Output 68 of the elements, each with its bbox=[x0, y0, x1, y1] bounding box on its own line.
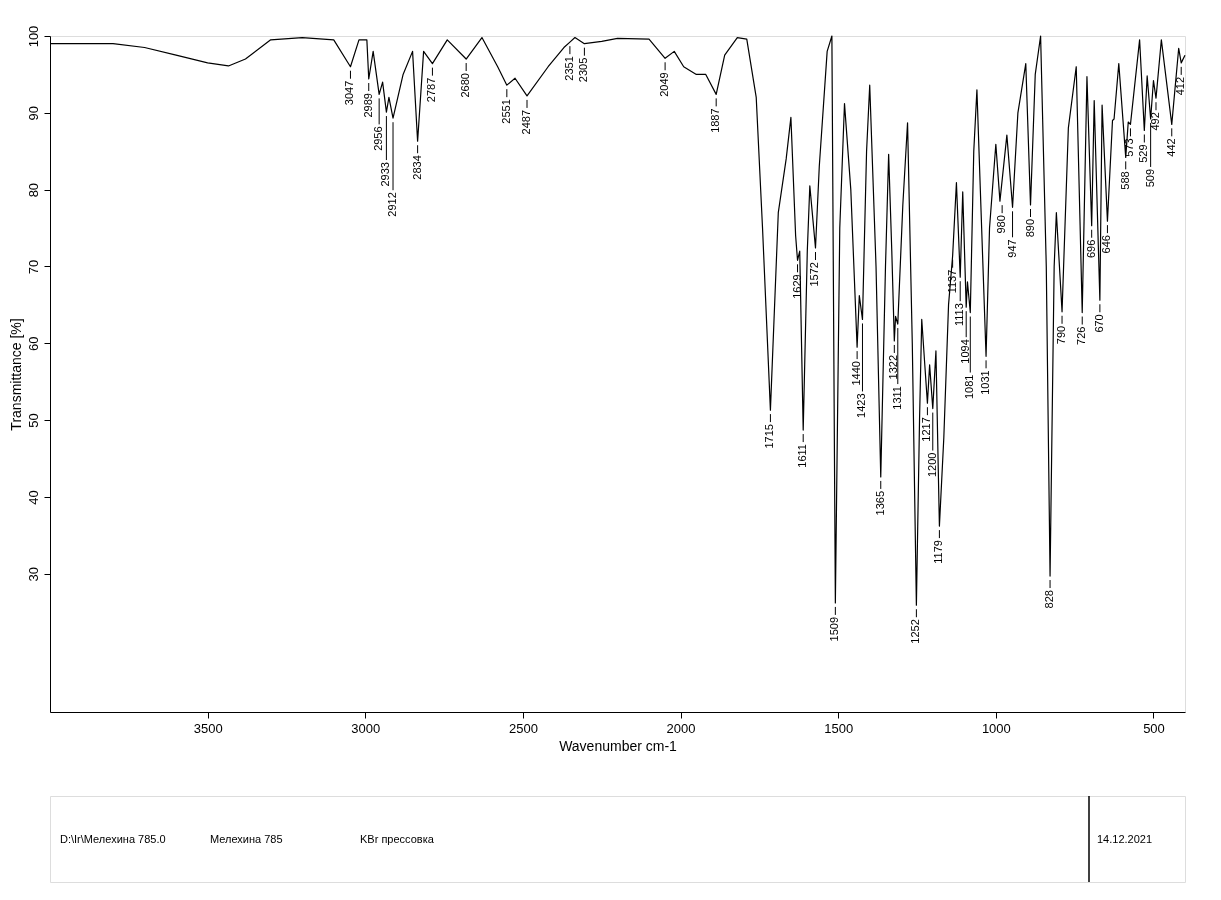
x-tick-label: 2000 bbox=[666, 720, 696, 736]
y-tick-label: 90 bbox=[25, 106, 41, 121]
annotation: 790 bbox=[1055, 325, 1068, 345]
y-axis-title: Transmittance [%] bbox=[7, 318, 24, 431]
x-tick-label: 2500 bbox=[508, 720, 538, 736]
annotation: 1887 bbox=[709, 108, 722, 133]
annotation: 1137 bbox=[945, 269, 958, 294]
annotation: 442 bbox=[1164, 138, 1177, 157]
y-tick-label: 80 bbox=[25, 182, 41, 198]
x-tick-label: 500 bbox=[1143, 720, 1165, 736]
y-tick-label: 70 bbox=[25, 259, 41, 275]
annotation: 2933 bbox=[379, 162, 392, 187]
annotation: 1611 bbox=[796, 444, 809, 468]
annotation: 509 bbox=[1143, 168, 1156, 188]
annotation: 1572 bbox=[808, 262, 821, 287]
y-tick-label: 100 bbox=[25, 25, 41, 48]
y-tick-label: 40 bbox=[25, 490, 41, 505]
annotation: 646 bbox=[1100, 235, 1113, 254]
annotation: 1311 bbox=[890, 386, 903, 410]
text: Мелехина 785 bbox=[210, 833, 283, 845]
annotation: 1509 bbox=[828, 616, 841, 642]
x-tick-label: 3500 bbox=[193, 720, 223, 736]
annotation: 947 bbox=[1005, 239, 1018, 258]
annotation: 1200 bbox=[925, 452, 938, 478]
text: 14.12.2021 bbox=[1097, 833, 1153, 845]
annotation: 1440 bbox=[850, 361, 863, 386]
annotation: 696 bbox=[1084, 239, 1097, 259]
annotation: 2351 bbox=[562, 56, 575, 81]
x-tick-label: 3000 bbox=[351, 720, 381, 736]
annotation: 2956 bbox=[372, 126, 385, 151]
text: D:\Ir\Мелехина 785.0 bbox=[60, 833, 166, 845]
annotation: 412 bbox=[1174, 76, 1187, 96]
annotation: 1252 bbox=[909, 619, 922, 644]
annotation: 1365 bbox=[873, 490, 886, 516]
annotation: 1322 bbox=[887, 354, 900, 380]
annotation: 2551 bbox=[499, 99, 512, 124]
annotation: 2049 bbox=[658, 72, 671, 97]
annotation: 1179 bbox=[932, 540, 945, 564]
annotation: 890 bbox=[1023, 219, 1036, 238]
annotation: 2487 bbox=[520, 109, 533, 135]
annotation: 1031 bbox=[979, 370, 992, 395]
annotation: 1081 bbox=[963, 374, 976, 400]
annotation: 670 bbox=[1092, 314, 1105, 333]
annotation: 588 bbox=[1118, 171, 1131, 190]
annotation: 492 bbox=[1148, 112, 1161, 131]
annotation: 1113 bbox=[953, 303, 966, 327]
y-tick-label: 60 bbox=[25, 336, 41, 352]
x-tick-label: 1000 bbox=[981, 720, 1011, 736]
text: KBr прессовка bbox=[360, 833, 435, 845]
y-tick-label: 30 bbox=[25, 566, 41, 582]
annotation: 2787 bbox=[425, 77, 438, 103]
annotation: 529 bbox=[1137, 144, 1150, 163]
annotation: 980 bbox=[995, 215, 1008, 234]
annotation: 2834 bbox=[410, 155, 423, 180]
annotation: 1423 bbox=[855, 393, 868, 418]
annotation: 726 bbox=[1075, 326, 1088, 345]
x-axis-title: Wavenumber cm-1 bbox=[559, 737, 678, 754]
annotation: 2305 bbox=[577, 57, 590, 83]
annotation: 2912 bbox=[386, 192, 399, 217]
annotation: 2680 bbox=[459, 73, 472, 98]
x-tick-label: 1500 bbox=[824, 720, 854, 736]
annotation: 1217 bbox=[920, 417, 933, 442]
annotation: 2989 bbox=[361, 93, 374, 118]
annotation: 1094 bbox=[959, 339, 972, 364]
annotation: 3047 bbox=[343, 80, 356, 106]
annotation: 1715 bbox=[763, 424, 776, 449]
annotation: 828 bbox=[1043, 590, 1056, 609]
y-tick-label: 50 bbox=[25, 413, 41, 428]
